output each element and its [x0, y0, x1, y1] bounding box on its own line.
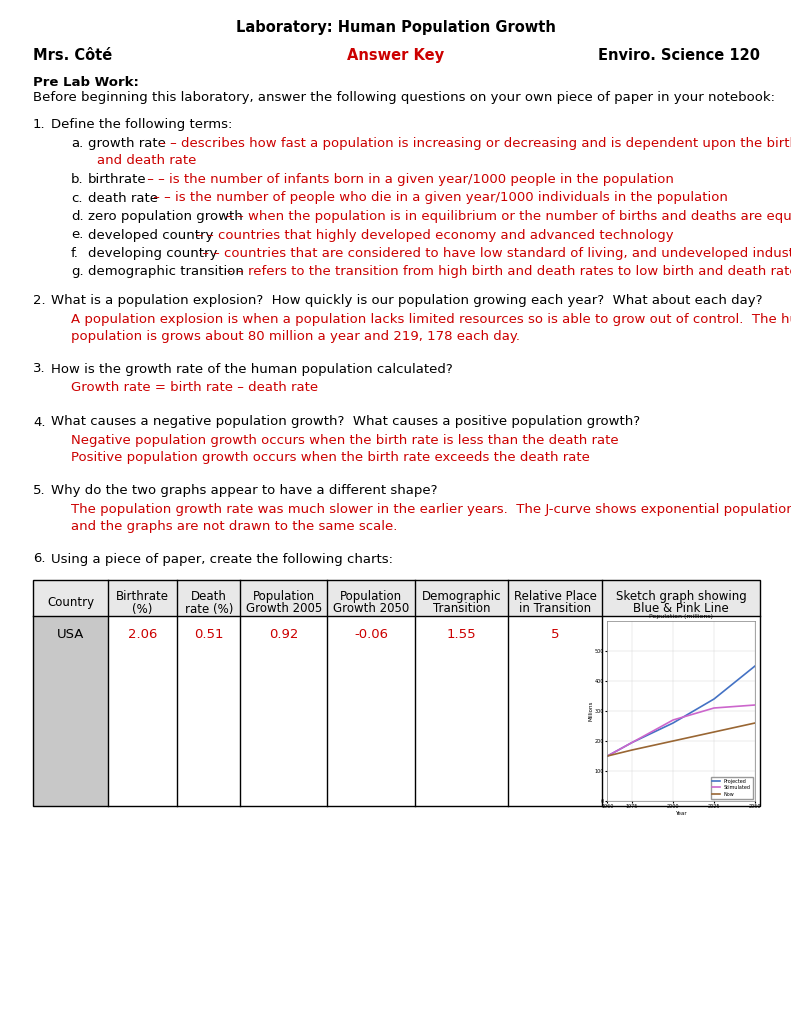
Text: – – is the number of infants born in a given year/1000 people in the population: – – is the number of infants born in a g… [143, 173, 674, 186]
Text: in Transition: in Transition [519, 602, 592, 615]
Text: Enviro. Science 120: Enviro. Science 120 [598, 48, 760, 63]
Text: Death: Death [191, 590, 227, 603]
Bar [33, 616, 108, 806]
Text: 4.: 4. [33, 416, 46, 428]
Text: -0.06: -0.06 [354, 628, 388, 641]
Text: 0.92: 0.92 [269, 628, 298, 641]
Text: 2.: 2. [33, 294, 46, 307]
Text: 5.: 5. [33, 484, 46, 497]
Text: – – refers to the transition from high birth and death rates to low birth and de: – – refers to the transition from high b… [222, 265, 791, 279]
Text: Sketch graph showing: Sketch graph showing [616, 590, 747, 603]
Text: Mrs. Côté: Mrs. Côté [33, 48, 112, 63]
Text: 1.55: 1.55 [446, 628, 476, 641]
Text: g.: g. [71, 265, 84, 279]
Bar [33, 580, 760, 806]
Text: Transition: Transition [433, 602, 490, 615]
Text: What causes a negative population growth?  What causes a positive population gro: What causes a negative population growth… [51, 416, 640, 428]
Text: a.: a. [71, 137, 83, 150]
Text: Pre Lab Work:: Pre Lab Work: [33, 76, 139, 89]
Text: rate (%): rate (%) [184, 602, 233, 615]
Bar [33, 580, 760, 616]
Text: USA: USA [57, 628, 85, 641]
Text: (%): (%) [132, 602, 153, 615]
Text: Birthrate: Birthrate [116, 590, 169, 603]
Text: – – when the population is in equilibrium or the number of births and deaths are: – – when the population is in equilibriu… [222, 210, 791, 223]
Text: 2.06: 2.06 [128, 628, 157, 641]
Text: f.: f. [71, 247, 79, 260]
Text: Country: Country [47, 596, 94, 609]
Text: developing country: developing country [88, 247, 218, 260]
Text: birthrate: birthrate [88, 173, 146, 186]
Text: – – describes how fast a population is increasing or decreasing and is dependent: – – describes how fast a population is i… [155, 137, 791, 150]
Text: A population explosion is when a population lacks limited resources so is able t: A population explosion is when a populat… [71, 312, 791, 326]
Text: b.: b. [71, 173, 84, 186]
Text: The population growth rate was much slower in the earlier years.  The J-curve sh: The population growth rate was much slow… [71, 503, 791, 515]
Text: Before beginning this laboratory, answer the following questions on your own pie: Before beginning this laboratory, answer… [33, 91, 775, 104]
Text: Blue & Pink Line: Blue & Pink Line [634, 602, 729, 615]
Text: Population: Population [253, 590, 315, 603]
Text: and death rate: and death rate [97, 155, 196, 168]
Text: Laboratory: Human Population Growth: Laboratory: Human Population Growth [236, 20, 555, 35]
Text: Negative population growth occurs when the birth rate is less than the death rat: Negative population growth occurs when t… [71, 434, 619, 447]
Text: Demographic: Demographic [422, 590, 501, 603]
Text: 6.: 6. [33, 553, 46, 565]
Text: – – countries that highly developed economy and advanced technology: – – countries that highly developed econ… [191, 228, 673, 242]
Text: Growth 2050: Growth 2050 [333, 602, 409, 615]
Text: How is the growth rate of the human population calculated?: How is the growth rate of the human popu… [51, 362, 452, 376]
Text: Positive population growth occurs when the birth rate exceeds the death rate: Positive population growth occurs when t… [71, 452, 590, 465]
Text: Answer Key: Answer Key [347, 48, 444, 63]
Text: zero population growth: zero population growth [88, 210, 243, 223]
Text: growth rate: growth rate [88, 137, 166, 150]
Text: Population: Population [340, 590, 402, 603]
Text: 1.: 1. [33, 118, 46, 131]
Text: 3.: 3. [33, 362, 46, 376]
Text: death rate: death rate [88, 191, 158, 205]
Text: 5: 5 [551, 628, 559, 641]
Text: Growth rate = birth rate – death rate: Growth rate = birth rate – death rate [71, 381, 318, 394]
Text: e.: e. [71, 228, 83, 242]
Text: demographic transition: demographic transition [88, 265, 244, 279]
Text: d.: d. [71, 210, 84, 223]
Text: Define the following terms:: Define the following terms: [51, 118, 233, 131]
Text: Growth 2005: Growth 2005 [246, 602, 322, 615]
Text: developed country: developed country [88, 228, 214, 242]
Text: c.: c. [71, 191, 82, 205]
Text: – – countries that are considered to have low standard of living, and undevelope: – – countries that are considered to hav… [198, 247, 791, 260]
Text: What is a population explosion?  How quickly is our population growing each year: What is a population explosion? How quic… [51, 294, 763, 307]
Text: Why do the two graphs appear to have a different shape?: Why do the two graphs appear to have a d… [51, 484, 437, 497]
Text: – – is the number of people who die in a given year/1000 individuals in the popu: – – is the number of people who die in a… [149, 191, 728, 205]
Text: population is grows about 80 million a year and 219, 178 each day.: population is grows about 80 million a y… [71, 330, 520, 343]
Text: and the graphs are not drawn to the same scale.: and the graphs are not drawn to the same… [71, 520, 397, 534]
Text: Relative Place: Relative Place [514, 590, 596, 603]
Text: Using a piece of paper, create the following charts:: Using a piece of paper, create the follo… [51, 553, 393, 565]
Text: 0.51: 0.51 [194, 628, 223, 641]
